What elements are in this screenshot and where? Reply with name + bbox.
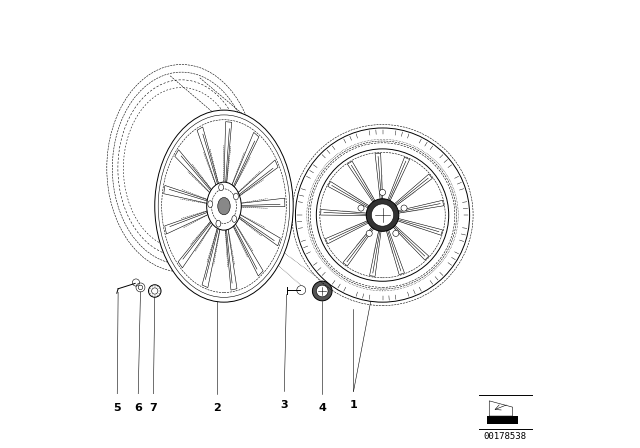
Text: 00178538: 00178538 [484, 432, 527, 441]
Text: 2: 2 [213, 403, 221, 413]
Ellipse shape [208, 201, 212, 207]
Ellipse shape [216, 220, 221, 227]
Circle shape [380, 190, 385, 195]
Circle shape [366, 199, 399, 231]
Bar [486, 416, 518, 424]
Text: 5: 5 [113, 403, 121, 413]
Circle shape [371, 204, 394, 226]
Circle shape [366, 230, 372, 237]
Circle shape [358, 205, 364, 211]
Text: 3: 3 [280, 401, 288, 410]
Polygon shape [489, 401, 513, 416]
Circle shape [393, 230, 399, 237]
Text: 4: 4 [318, 403, 326, 413]
Text: 7: 7 [150, 403, 157, 413]
Circle shape [296, 128, 470, 302]
Text: 6: 6 [134, 403, 142, 413]
Ellipse shape [207, 182, 241, 230]
Ellipse shape [218, 198, 230, 215]
Circle shape [316, 149, 449, 281]
Circle shape [312, 281, 332, 301]
Ellipse shape [234, 193, 238, 200]
Ellipse shape [232, 215, 237, 222]
Text: 1: 1 [349, 401, 357, 410]
Ellipse shape [155, 110, 293, 302]
Circle shape [316, 285, 328, 297]
Circle shape [401, 205, 407, 211]
Ellipse shape [219, 184, 223, 191]
